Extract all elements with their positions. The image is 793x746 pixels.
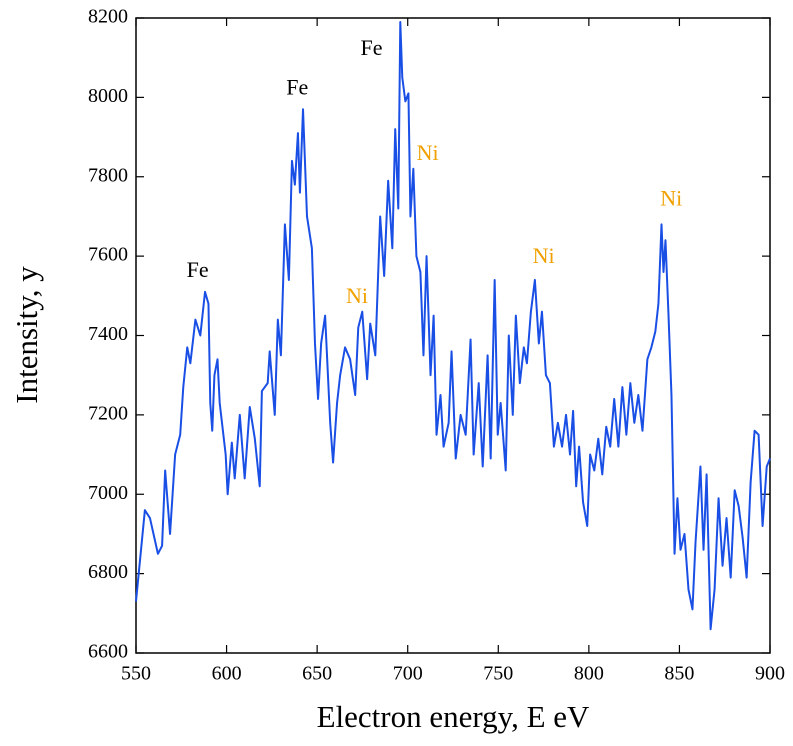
annotation: Fe	[187, 257, 209, 282]
x-tick-label: 800	[574, 663, 604, 685]
annotation: Ni	[417, 140, 439, 165]
x-tick-label: 850	[664, 663, 694, 685]
x-tick-label: 700	[393, 663, 423, 685]
y-tick-label: 8000	[88, 85, 128, 107]
y-tick-label: 7600	[88, 244, 128, 266]
y-tick-label: 8200	[88, 6, 128, 28]
y-axis-title: Intensity, y	[9, 266, 44, 404]
y-tick-label: 7200	[88, 402, 128, 424]
x-tick-label: 600	[212, 663, 242, 685]
annotation: Ni	[533, 243, 555, 268]
x-tick-label: 650	[302, 663, 332, 685]
x-tick-label: 900	[755, 663, 785, 685]
x-tick-label: 750	[483, 663, 513, 685]
y-tick-label: 6800	[88, 561, 128, 583]
y-tick-label: 7800	[88, 164, 128, 186]
x-tick-label: 550	[121, 663, 151, 685]
data-line	[135, 20, 771, 631]
plot-frame	[135, 17, 771, 654]
annotation: Fe	[360, 35, 382, 60]
x-axis-title: Electron energy, E eV	[317, 699, 590, 734]
y-tick-label: 7000	[88, 482, 128, 504]
y-tick-label: 6600	[88, 641, 128, 663]
annotation: Ni	[660, 186, 682, 211]
annotation: Fe	[286, 74, 308, 99]
annotation: Ni	[346, 283, 368, 308]
y-tick-label: 7400	[88, 323, 128, 345]
